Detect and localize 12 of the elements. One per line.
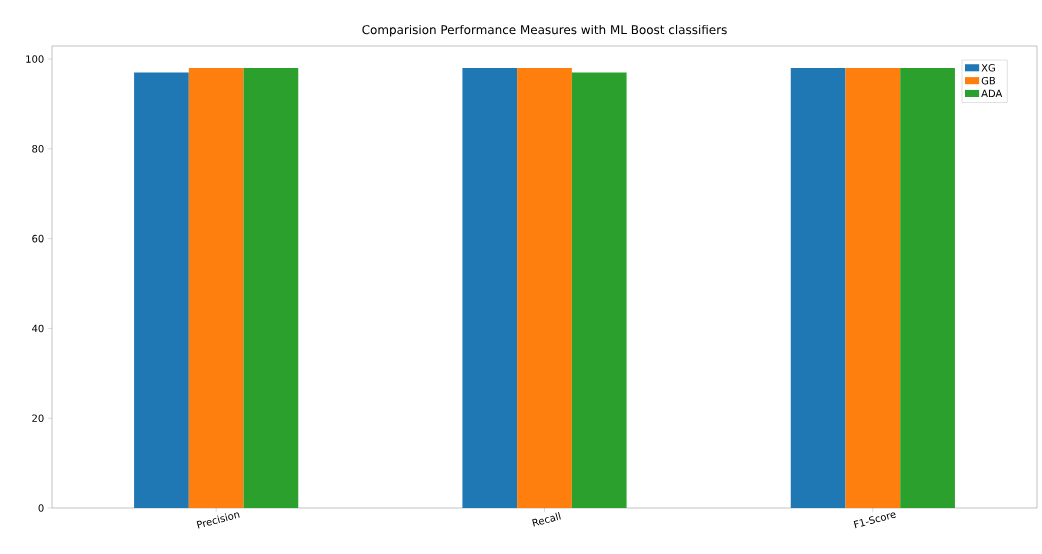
legend-label: XG bbox=[981, 64, 995, 72]
y-tick-label: 20 bbox=[32, 414, 44, 422]
y-tick-label: 40 bbox=[32, 324, 44, 333]
legend-label: ADA bbox=[981, 89, 1003, 98]
chart-title: Comparision Performance Measures with ML Boost classifiers bbox=[362, 24, 727, 37]
y-tick-label: 80 bbox=[32, 145, 44, 153]
x-tick-label: Recall bbox=[532, 512, 561, 527]
y-tick-label: 60 bbox=[32, 234, 44, 243]
legend-label: GB bbox=[981, 76, 996, 85]
y-tick-label: 0 bbox=[38, 504, 44, 512]
y-tick-label: 100 bbox=[26, 55, 44, 63]
x-tick-label: F1-Score bbox=[853, 512, 896, 529]
